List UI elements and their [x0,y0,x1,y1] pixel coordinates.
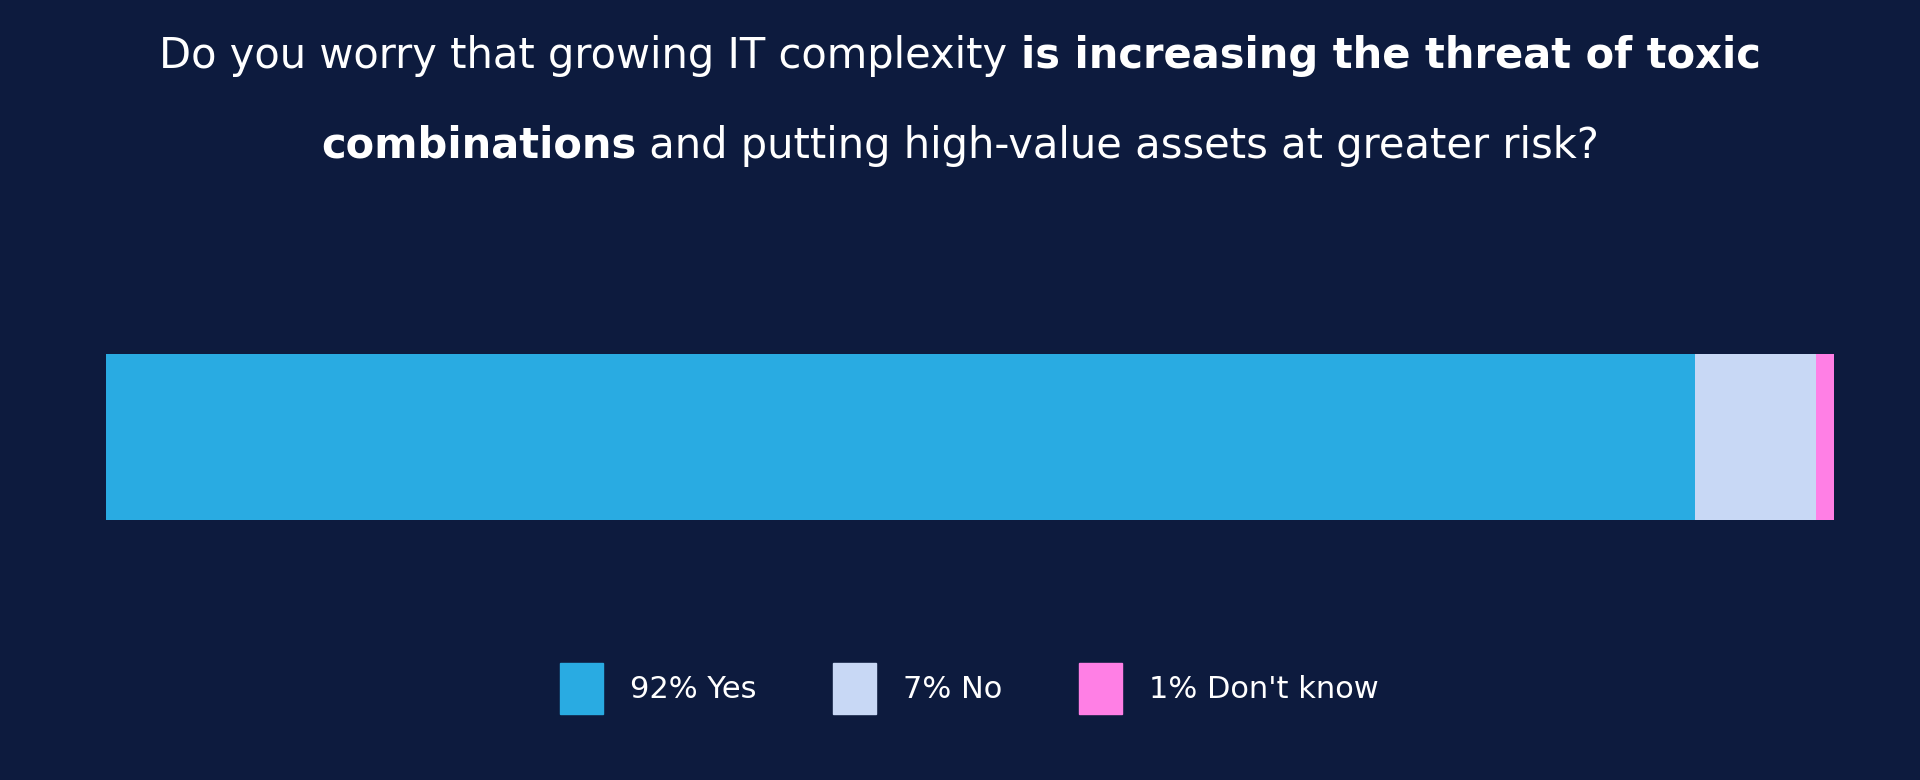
Bar [1816,353,1834,520]
Text: Do you worry that growing IT complexity: Do you worry that growing IT complexity [159,35,1021,77]
Text: is increasing the threat of toxic: is increasing the threat of toxic [1021,35,1761,77]
Legend: 92% Yes, 7% No, 1% Don't know: 92% Yes, 7% No, 1% Don't know [547,651,1392,726]
Text: and putting high-value assets at greater risk?: and putting high-value assets at greater… [636,125,1599,167]
Text: combinations: combinations [321,125,636,167]
Bar [106,353,1695,520]
Bar [1695,353,1816,520]
